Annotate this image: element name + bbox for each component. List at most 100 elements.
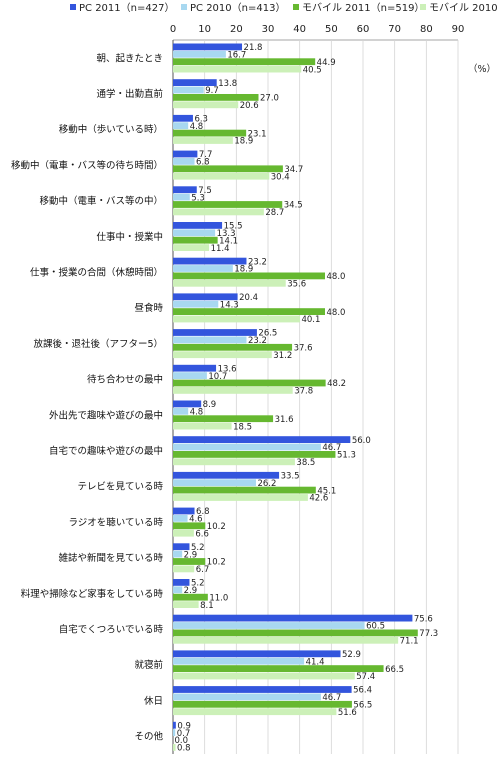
value-label-11-1: 46.7 bbox=[322, 443, 341, 453]
category-label-14: 雑誌や新聞を見ている時 bbox=[58, 552, 163, 564]
category-label-16: 自宅でくつろいでいる時 bbox=[59, 624, 164, 636]
bar-11-2 bbox=[173, 451, 336, 458]
value-label-9-3: 37.8 bbox=[294, 387, 313, 397]
bar-7-0 bbox=[173, 293, 238, 301]
value-label-17-0: 52.9 bbox=[342, 650, 361, 660]
value-label-3-3: 30.4 bbox=[271, 172, 290, 182]
value-label-16-0: 75.6 bbox=[414, 614, 433, 624]
category-label-19: その他 bbox=[134, 731, 163, 743]
bar-1-3 bbox=[173, 101, 239, 109]
legend-swatch-0 bbox=[70, 4, 76, 10]
bar-13-0 bbox=[173, 507, 195, 515]
value-label-13-3: 6.6 bbox=[195, 529, 209, 539]
bar-5-2 bbox=[173, 236, 218, 244]
bar-19-0 bbox=[173, 721, 176, 729]
bar-10-3 bbox=[173, 422, 232, 430]
legend-swatch-2 bbox=[293, 4, 299, 10]
x-tick-label-90: 90 bbox=[452, 24, 465, 35]
x-tick-label-0: 0 bbox=[170, 24, 176, 35]
value-label-18-3: 51.6 bbox=[338, 708, 357, 718]
bar-1-2 bbox=[173, 94, 259, 101]
bar-12-1 bbox=[173, 479, 256, 487]
value-label-14-2: 10.2 bbox=[207, 558, 226, 568]
bars bbox=[173, 43, 418, 751]
legend-swatch-1 bbox=[181, 4, 187, 10]
category-label-12: テレビを見ている時 bbox=[77, 482, 163, 493]
category-label-3: 移動中（電車・バス等の待ち時間） bbox=[11, 159, 163, 171]
bar-14-0 bbox=[173, 543, 190, 551]
category-label-8: 放課後・退社後（アフター5） bbox=[33, 338, 163, 350]
value-label-14-3: 6.7 bbox=[196, 565, 210, 575]
bar-9-1 bbox=[173, 372, 207, 379]
value-label-18-2: 56.5 bbox=[353, 701, 372, 711]
bar-2-2 bbox=[173, 129, 247, 137]
bar-9-2 bbox=[173, 379, 326, 387]
value-label-18-1: 46.7 bbox=[322, 693, 341, 703]
bar-6-1 bbox=[173, 265, 233, 272]
bar-7-2 bbox=[173, 308, 325, 315]
value-label-3-1: 6.8 bbox=[196, 158, 210, 168]
bar-7-1 bbox=[173, 300, 219, 308]
value-label-10-1: 4.8 bbox=[190, 408, 204, 418]
bar-18-3 bbox=[173, 708, 337, 716]
value-label-17-1: 41.4 bbox=[306, 657, 325, 667]
value-label-8-1: 23.2 bbox=[248, 336, 267, 346]
value-label-16-1: 60.5 bbox=[366, 622, 385, 632]
value-label-18-0: 56.4 bbox=[353, 686, 372, 696]
value-label-4-2: 34.5 bbox=[284, 201, 303, 211]
legend-label-1: PC 2010（n=413） bbox=[190, 2, 285, 14]
value-label-5-2: 14.1 bbox=[219, 236, 238, 246]
bar-16-1 bbox=[173, 622, 365, 629]
x-tick-label-60: 60 bbox=[357, 24, 370, 35]
bar-8-0 bbox=[173, 329, 257, 336]
value-label-1-3: 20.6 bbox=[240, 101, 259, 111]
bar-14-1 bbox=[173, 550, 183, 558]
bar-11-0 bbox=[173, 436, 351, 443]
bar-12-0 bbox=[173, 471, 280, 479]
value-label-13-0: 6.8 bbox=[196, 507, 210, 517]
value-label-9-1: 10.7 bbox=[208, 372, 227, 382]
bar-17-2 bbox=[173, 665, 384, 672]
x-tick-label-70: 70 bbox=[388, 24, 401, 35]
bar-6-3 bbox=[173, 279, 286, 287]
value-label-1-2: 27.0 bbox=[260, 94, 279, 104]
bar-18-1 bbox=[173, 693, 321, 701]
value-label-6-2: 48.0 bbox=[327, 272, 346, 282]
bar-5-0 bbox=[173, 222, 223, 229]
x-tick-label-20: 20 bbox=[230, 24, 243, 35]
value-label-12-2: 45.1 bbox=[317, 486, 336, 496]
bar-15-0 bbox=[173, 579, 190, 586]
value-label-0-3: 40.5 bbox=[303, 65, 322, 75]
bar-17-0 bbox=[173, 650, 341, 658]
bar-8-1 bbox=[173, 336, 247, 344]
bar-10-0 bbox=[173, 400, 202, 408]
value-label-17-3: 57.4 bbox=[356, 672, 375, 682]
legend-label-2: モバイル 2011（n=519） bbox=[302, 2, 424, 14]
bar-17-1 bbox=[173, 657, 305, 665]
category-label-4: 移動中（電車・バス等の中） bbox=[39, 195, 163, 207]
value-label-19-3: 0.8 bbox=[177, 744, 191, 754]
bar-0-0 bbox=[173, 43, 243, 51]
value-label-17-2: 66.5 bbox=[385, 665, 404, 675]
value-label-14-1: 2.9 bbox=[184, 550, 198, 560]
bar-3-3 bbox=[173, 172, 270, 180]
value-label-13-2: 10.2 bbox=[207, 522, 226, 532]
category-label-13: ラジオを聴いている時 bbox=[68, 517, 163, 528]
category-label-5: 仕事中・授業中 bbox=[96, 231, 163, 243]
value-label-4-3: 28.7 bbox=[265, 208, 284, 218]
value-label-16-2: 77.3 bbox=[419, 629, 438, 639]
value-label-2-2: 23.1 bbox=[248, 129, 267, 139]
bar-12-2 bbox=[173, 486, 316, 494]
bar-2-3 bbox=[173, 137, 233, 144]
bar-11-3 bbox=[173, 458, 295, 466]
unit-label: （%） bbox=[468, 63, 496, 75]
value-label-5-0: 15.5 bbox=[224, 222, 243, 232]
bar-16-0 bbox=[173, 614, 413, 622]
value-label-6-3: 35.6 bbox=[287, 280, 306, 290]
bar-12-3 bbox=[173, 494, 308, 501]
bar-18-2 bbox=[173, 700, 352, 708]
category-label-9: 待ち合わせの最中 bbox=[87, 374, 163, 386]
value-label-2-0: 6.3 bbox=[194, 115, 208, 125]
category-label-0: 朝、起きたとき bbox=[96, 53, 163, 64]
bar-18-0 bbox=[173, 686, 352, 693]
